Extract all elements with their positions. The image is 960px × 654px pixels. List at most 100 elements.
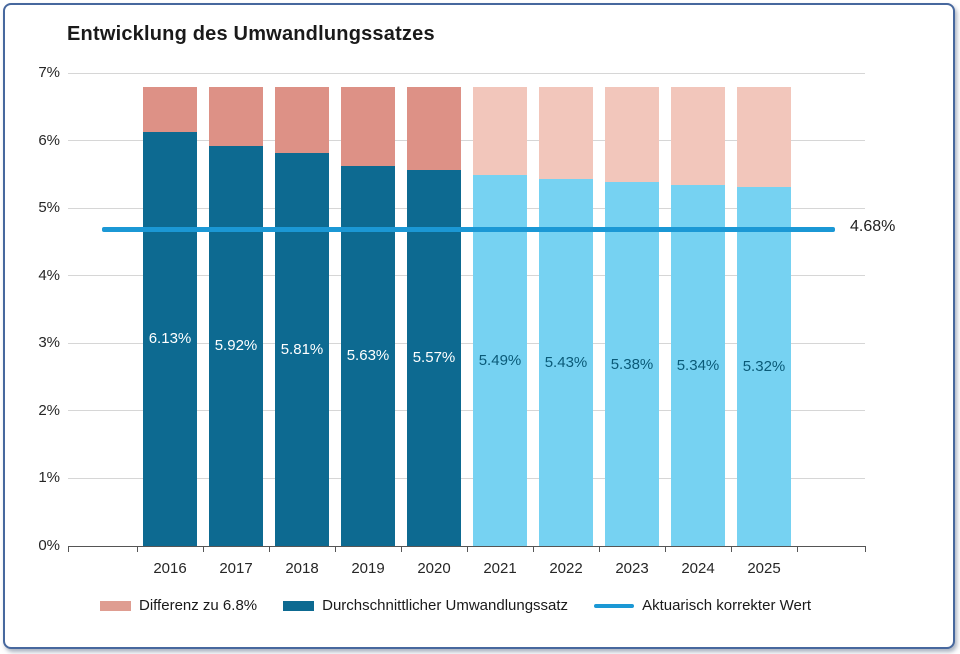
legend-swatch-actual_diff [100, 600, 131, 611]
bar-2020-diff-segment [407, 86, 461, 170]
gridline-6% [68, 140, 865, 142]
y-tick-label: 5% [38, 199, 60, 217]
y-tick-label: 6% [38, 131, 60, 149]
bar-2025: 5.32% [737, 86, 791, 546]
legend-label: Aktuarisch korrekter Wert [642, 597, 811, 614]
bar-2021-value-label: 5.49% [478, 352, 522, 369]
bar-slot-2019: 5.63% [335, 73, 401, 546]
bar-2021: 5.49% [473, 86, 527, 546]
bar-2021-diff-segment [473, 86, 527, 176]
chart-card: Entwicklung des Umwandlungssatzes 0% 1% 2%… [3, 3, 955, 649]
legend-label: Differenz zu 6.8% [139, 597, 258, 614]
x-tick-label-2019: 2019 [351, 560, 385, 577]
x-axis-tick [599, 546, 600, 552]
bar-2019-value-label: 5.63% [346, 347, 390, 365]
bar-2016-value-segment: 6.13% [143, 131, 197, 546]
x-axis-tick [203, 546, 204, 552]
x-axis-tick [137, 546, 138, 552]
legend-item: Durchschnittlicher Umwandlungssatz [283, 597, 568, 614]
y-tick-label: 3% [38, 334, 60, 352]
bar-2020-value-label: 5.57% [412, 349, 456, 367]
bar-2023: 5.38% [605, 86, 659, 546]
bar-2023-diff-segment [605, 86, 659, 183]
x-tick-label-2020: 2020 [417, 560, 451, 577]
bar-2024: 5.34% [671, 86, 725, 546]
bar-2019: 5.63% [341, 86, 395, 546]
bar-slot-2016: 6.13% [137, 73, 203, 546]
x-axis-tick [401, 546, 402, 552]
gridline-5% [68, 207, 865, 209]
gridline-2% [68, 410, 865, 412]
bar-2019-diff-segment [341, 86, 395, 166]
bar-2018-diff-segment [275, 86, 329, 154]
bar-2022-diff-segment [539, 86, 593, 180]
bar-slot-2023: 5.38% [599, 73, 665, 546]
legend-swatch-reference-line-icon [594, 603, 635, 608]
legend-item: Aktuarisch korrekter Wert [594, 597, 811, 614]
x-tick-label-2018: 2018 [285, 560, 319, 577]
bar-2023-value-label: 5.38% [610, 355, 654, 373]
gridline-1% [68, 477, 865, 479]
x-axis-tick [335, 546, 336, 552]
y-tick-label: 2% [38, 401, 60, 419]
bar-2024-diff-segment [671, 86, 725, 186]
bar-2025-value-segment: 5.32% [737, 186, 791, 546]
bar-2017-value-label: 5.92% [214, 337, 258, 355]
bar-2024-value-segment: 5.34% [671, 185, 725, 546]
bar-2019-value-segment: 5.63% [341, 165, 395, 546]
bar-slot-2025: 5.32% [731, 73, 797, 546]
x-axis-tick [797, 546, 798, 552]
bar-2022: 5.43% [539, 86, 593, 546]
x-axis-tick [68, 546, 69, 552]
y-tick-label: 1% [38, 469, 60, 487]
x-axis-tick [665, 546, 666, 552]
bar-2020: 5.57% [407, 86, 461, 546]
x-axis-tick [731, 546, 732, 552]
legend-swatch-actual [283, 600, 315, 611]
legend: Differenz zu 6.8% Durchschnittlicher Umwa… [100, 597, 811, 614]
bar-2016-diff-segment [143, 86, 197, 132]
gridline-4% [68, 275, 865, 277]
bar-slot-2021: 5.49% [467, 73, 533, 546]
y-tick-label: 7% [38, 64, 60, 81]
bar-2020-value-segment: 5.57% [407, 169, 461, 546]
bar-2021-value-segment: 5.49% [473, 175, 527, 546]
x-tick-label-2017: 2017 [219, 560, 253, 577]
bar-2022-value-label: 5.43% [544, 354, 588, 372]
bar-2017-diff-segment [209, 86, 263, 146]
x-tick-label-2016: 2016 [153, 560, 187, 577]
bar-2017-value-segment: 5.92% [209, 145, 263, 546]
gridline-3% [68, 342, 865, 344]
x-tick-label-2022: 2022 [549, 560, 583, 577]
bar-2016: 6.13% [143, 86, 197, 546]
bar-slot-2017: 5.92% [203, 73, 269, 546]
bar-slot-2022: 5.43% [533, 73, 599, 546]
bar-2025-diff-segment [737, 86, 791, 187]
bar-slot-2024: 5.34% [665, 73, 731, 546]
bars-layer: 6.13% 5.92% 5.81% 5.63% 5.57% 5.49% 5.43% 5.38%… [137, 73, 797, 546]
plot-area: 0% 1% 2% 3% 4% 5% 6% 7% 6.13% 5.92% 5.81% 5.63% 5.5… [38, 64, 866, 577]
bar-2022-value-segment: 5.43% [539, 179, 593, 546]
y-tick-label: 0% [38, 537, 60, 554]
legend-item: Differenz zu 6.8% [100, 597, 257, 614]
x-axis-tick [533, 546, 534, 552]
y-tick-label: 4% [38, 266, 60, 284]
x-tick-label-2025: 2025 [747, 560, 781, 577]
bar-2023-value-segment: 5.38% [605, 182, 659, 546]
bar-2018: 5.81% [275, 86, 329, 546]
bar-2017: 5.92% [209, 86, 263, 546]
bar-2016-value-label: 6.13% [148, 330, 192, 348]
x-axis-line [68, 546, 865, 547]
x-axis-tick [269, 546, 270, 552]
bar-2018-value-segment: 5.81% [275, 153, 329, 546]
x-axis-tick [467, 546, 468, 552]
legend-label: Durchschnittlicher Umwandlungssatz [322, 597, 569, 614]
x-tick-label-2021: 2021 [483, 560, 517, 577]
bar-2024-value-label: 5.34% [676, 357, 720, 375]
x-tick-label-2024: 2024 [681, 560, 715, 577]
bar-2018-value-label: 5.81% [280, 341, 324, 359]
x-tick-label-2023: 2023 [615, 560, 649, 577]
reference-line-value-label: 4.68% [850, 218, 896, 235]
reference-line [102, 227, 835, 233]
